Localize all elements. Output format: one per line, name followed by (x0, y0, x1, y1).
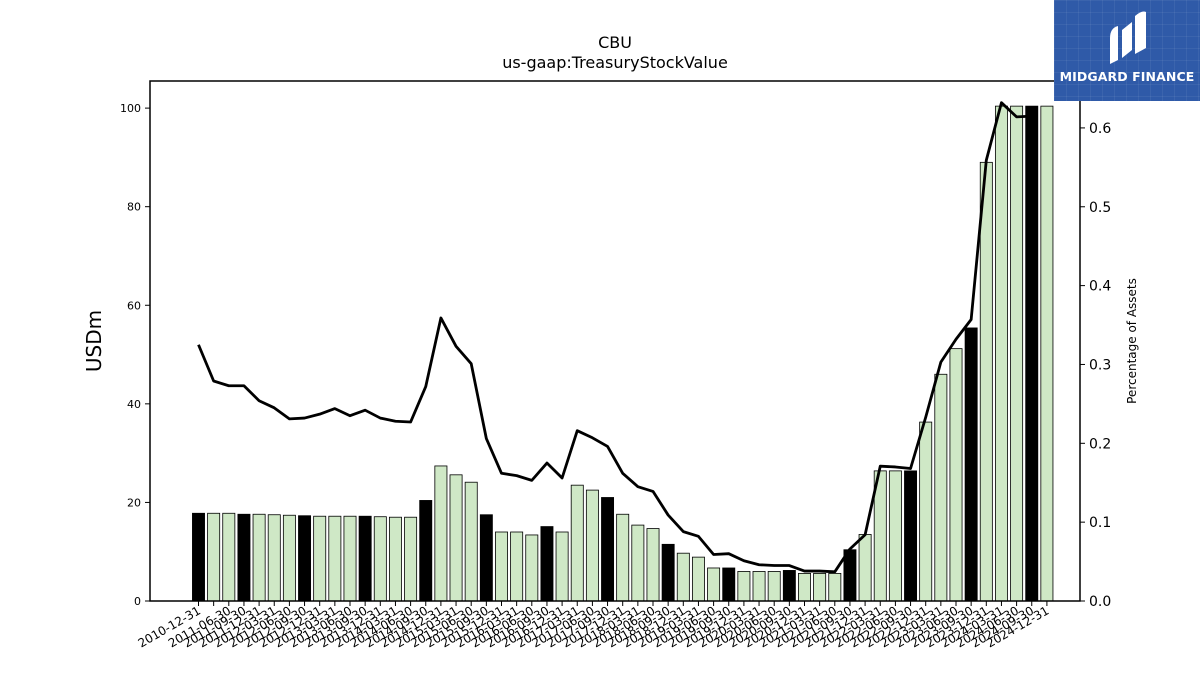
midgard-finance-logo: MIDGARD FINANCE (1054, 0, 1200, 101)
bar (813, 573, 827, 602)
bar (949, 348, 963, 602)
bar (510, 531, 524, 602)
bar (722, 567, 736, 602)
bar (707, 567, 721, 602)
bar (570, 484, 584, 602)
bars-layer (192, 105, 1054, 602)
bar (328, 515, 342, 602)
bar (919, 421, 933, 602)
bar (298, 515, 312, 602)
bar (479, 514, 493, 602)
bar (904, 470, 918, 602)
y2-tick-label: 0.2 (1089, 436, 1111, 452)
bar (540, 526, 554, 602)
bar (282, 514, 296, 602)
bar (388, 516, 402, 602)
plot-frame (149, 80, 1081, 602)
bar (343, 515, 357, 602)
y-axis-label: USDm (82, 310, 106, 372)
bar (601, 497, 615, 602)
logo-mark-icon (1110, 11, 1146, 64)
bar (964, 327, 978, 602)
bar (828, 573, 842, 602)
bar (192, 512, 205, 602)
y2-tick-label: 0.4 (1089, 279, 1111, 295)
bar (434, 465, 448, 602)
y-tick-label: 100 (120, 102, 141, 115)
y-tick-label: 0 (134, 595, 141, 608)
bar (994, 105, 1008, 602)
bar (267, 514, 281, 602)
bar (676, 552, 690, 602)
bar (798, 573, 811, 602)
bar (373, 516, 387, 602)
bar (358, 515, 372, 602)
bar (888, 470, 902, 602)
chart-title: CBU (598, 33, 632, 52)
y-tick-label: 40 (127, 398, 141, 411)
bar (782, 570, 796, 602)
bar (464, 481, 478, 602)
bar (934, 373, 948, 602)
y-tick-label: 80 (127, 201, 141, 214)
bar (646, 528, 660, 602)
bar (525, 534, 539, 602)
y2-tick-label: 0.6 (1089, 121, 1111, 137)
y2-tick-label: 0.0 (1089, 594, 1111, 610)
logo-text: MIDGARD FINANCE (1059, 69, 1195, 84)
y2-tick-label: 0.1 (1089, 515, 1111, 531)
bar (631, 524, 645, 602)
bar (752, 571, 766, 602)
bar (495, 531, 508, 602)
bar (207, 512, 221, 602)
bar (252, 513, 266, 602)
bar (449, 474, 463, 602)
bar (585, 489, 599, 602)
bar (555, 531, 569, 602)
bar (661, 543, 675, 602)
bar (222, 512, 236, 602)
bar (237, 513, 251, 602)
y2-tick-label: 0.3 (1089, 357, 1111, 373)
bar (691, 556, 705, 602)
bar (313, 515, 327, 602)
chart-subtitle: us-gaap:TreasuryStockValue (502, 53, 728, 72)
bar (404, 516, 418, 602)
y2-tick-label: 0.5 (1089, 200, 1111, 216)
bar (979, 161, 993, 602)
bar (767, 571, 781, 602)
y2-axis-label: Percentage of Assets (1125, 278, 1139, 404)
bar (616, 513, 630, 602)
line-layer (197, 101, 1032, 574)
y-tick-label: 60 (127, 299, 141, 312)
y-tick-label: 20 (127, 496, 141, 509)
bar (737, 571, 751, 602)
bar (1040, 105, 1054, 602)
bar (858, 534, 872, 602)
bar (419, 500, 433, 602)
axes-layer: 0204060801000.00.10.20.30.40.50.62010-12… (120, 80, 1111, 650)
bar (1025, 105, 1039, 602)
bar (1010, 105, 1024, 602)
series-line (197, 101, 1032, 574)
